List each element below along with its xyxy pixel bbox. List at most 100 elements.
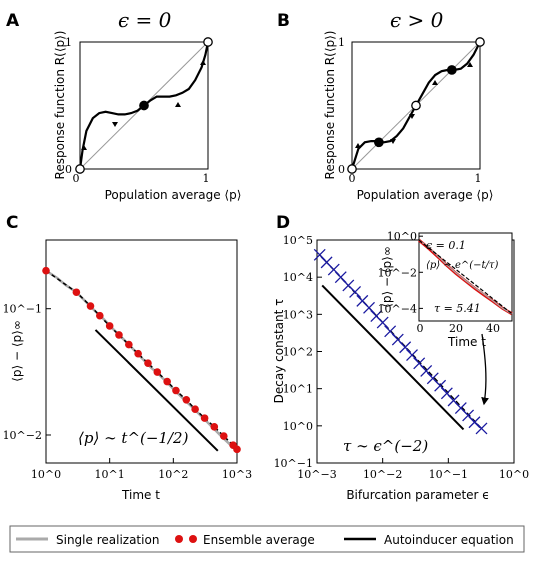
panel-a-flow-arrow [200, 60, 206, 65]
legend: Single realization Ensemble average Auto… [9, 525, 525, 553]
panel-d-xtick-label: 10^−3 [297, 468, 336, 481]
panel-d-autoinducer-line [321, 284, 465, 431]
panel-c-ensemble-point [210, 423, 219, 431]
legend-ensemble-marker-2 [189, 535, 197, 543]
legend-ensemble-marker-1 [175, 535, 183, 543]
panel-a-title: ϵ = 0 [118, 8, 172, 32]
panel-letter-b: B [277, 11, 290, 31]
panel-a-stable-fixed-point [139, 100, 149, 111]
panel-a-xlabel: Population average ⟨p⟩ [105, 188, 242, 202]
panel-c-xtick-label: 10^2 [158, 468, 188, 481]
panel-c-annotation: ⟨p⟩ ∼ t^(−1/2) [78, 429, 189, 447]
panel-c-ytick-label: 10^−2 [3, 429, 42, 442]
panel-b: B ϵ > 0 0 1 0 1 Population average ⟨p⟩ R… [277, 8, 493, 202]
panel-d-xlabel: Bifurcation parameter ϵ [346, 488, 489, 502]
panel-a-ylabel: Response function R(⟨p⟩) [53, 31, 67, 180]
panel-c: C 10^0 10^1 10^2 10^3 10^−2 10^−1 ⟨p⟩ ∼ t^(−1… [3, 213, 253, 502]
panel-a-axes [79, 41, 209, 170]
panel-a-flow-arrow [81, 145, 87, 150]
legend-box [9, 525, 525, 553]
panel-b-flow-arrow [390, 139, 396, 144]
legend-autoinducer-label: Autoinducer equation [384, 533, 514, 547]
panel-d-annotation: τ ∼ ϵ^(−2) [343, 437, 428, 455]
panel-b-flow-arrow [432, 80, 438, 85]
panel-d-ytick-label: 10^−1 [274, 457, 313, 470]
panel-c-ensemble-point [42, 266, 50, 275]
panel-a-flow-arrow [175, 102, 181, 107]
panel-c-ensemble-point [96, 311, 104, 320]
panel-d-xtick-label: 10^−2 [363, 468, 402, 481]
panel-a-ytick-1: 1 [65, 36, 72, 49]
panel-c-ensemble-point [233, 445, 241, 454]
panel-c-ensemble-point [153, 368, 162, 376]
panel-c-ensemble-point [86, 302, 95, 310]
panel-b-title: ϵ > 0 [390, 8, 444, 32]
inset-xtick-1: 20 [449, 322, 463, 335]
panel-c-plot [42, 266, 241, 454]
inset-ytick-label: 10^0 [387, 230, 417, 243]
panel-c-autoinducer-line [94, 329, 219, 452]
panel-d-ytick-label: 10^2 [283, 346, 313, 359]
panel-a: A ϵ = 0 0 1 0 1 Population average ⟨p⟩ R… [6, 8, 241, 202]
panel-d-simulation-marker [475, 422, 488, 435]
panel-a-unstable-fixed-point [75, 164, 85, 174]
panel-d-simulation-marker [349, 285, 362, 298]
panel-b-xlabel: Population average ⟨p⟩ [357, 188, 494, 202]
panel-b-ytick-1: 1 [338, 36, 345, 49]
panel-letter-c: C [6, 213, 18, 233]
inset-xtick-2: 40 [486, 322, 500, 335]
panel-d-simulation-marker [376, 316, 389, 329]
legend-ensemble-label: Ensemble average [203, 533, 315, 547]
panel-c-axes [45, 239, 238, 464]
panel-b-unstable-fixed-point [411, 100, 421, 111]
panel-b-curve-group [347, 37, 485, 174]
inset-xtick-0: 0 [417, 322, 424, 335]
panel-a-ytick-0: 0 [65, 163, 72, 176]
panel-d-ytick-label: 10^3 [283, 308, 313, 321]
panel-d-simulation-marker [399, 341, 412, 354]
panel-d-plot [313, 248, 488, 435]
panel-c-ensemble-point [182, 395, 191, 404]
panel-d-simulation-marker [406, 349, 418, 362]
panel-c-xlabel: Time t [121, 488, 160, 502]
inset-xlabel: Time t [447, 335, 486, 349]
panel-c-ensemble-point [115, 331, 123, 339]
panel-c-ensemble-point [134, 349, 142, 358]
panel-c-ensemble-point [172, 386, 180, 395]
panel-d-ytick-label: 10^4 [283, 271, 313, 284]
panel-b-ytick-0: 0 [338, 163, 345, 176]
inset-ytick-label: 10^−2 [378, 266, 417, 279]
panel-b-unstable-fixed-point [347, 164, 357, 174]
panel-c-ytick-label: 10^−1 [3, 303, 42, 316]
inset-axes [418, 232, 513, 322]
inset-arrow [481, 333, 489, 406]
panel-d-ticks: 10^−3 10^−2 10^−1 10^0 10^−1 10^0 10^1 10^2 10^3… [274, 234, 530, 481]
panel-b-xtick-0: 0 [349, 172, 356, 185]
panel-b-stable-fixed-point [374, 137, 384, 148]
panel-c-ensemble-point [105, 322, 114, 330]
panel-d-ylabel: Decay constant τ [272, 299, 286, 404]
panel-a-xtick-0: 0 [73, 172, 80, 185]
inset-eps-text: ϵ = 0.1 [426, 239, 466, 252]
panel-c-ensemble-point [191, 405, 199, 414]
inset-autoinducer-line [418, 239, 513, 315]
panel-d-xtick-label: 10^0 [499, 468, 529, 481]
panel-c-xtick-label: 10^3 [222, 468, 252, 481]
panel-c-ensemble-point [219, 432, 228, 440]
panel-c-ylabel: ⟨p⟩ − ⟨p⟩∞ [10, 320, 24, 382]
panel-d-ytick-label: 10^1 [283, 383, 313, 396]
panel-b-ylabel: Response function R(⟨p⟩) [323, 31, 337, 180]
panel-a-xtick-1: 1 [203, 172, 210, 185]
panel-b-flow-arrow [355, 143, 361, 148]
panel-d-ytick-label: 10^5 [283, 234, 313, 247]
panel-b-axes [351, 41, 481, 170]
inset-ylabel: ⟨p⟩ − ⟨p⟩∞ [380, 246, 394, 308]
panel-c-ensemble-point [125, 340, 133, 349]
panel-b-unstable-fixed-point [475, 37, 485, 47]
panel-letter-d: D [276, 213, 290, 233]
panel-c-ensemble-point [163, 377, 171, 386]
panel-a-curve-group [75, 37, 213, 174]
panel-b-xtick-1: 1 [475, 172, 482, 185]
panel-d: D 10^−3 10^−2 10^−1 10^010^−110^010^110^210… [272, 213, 529, 502]
